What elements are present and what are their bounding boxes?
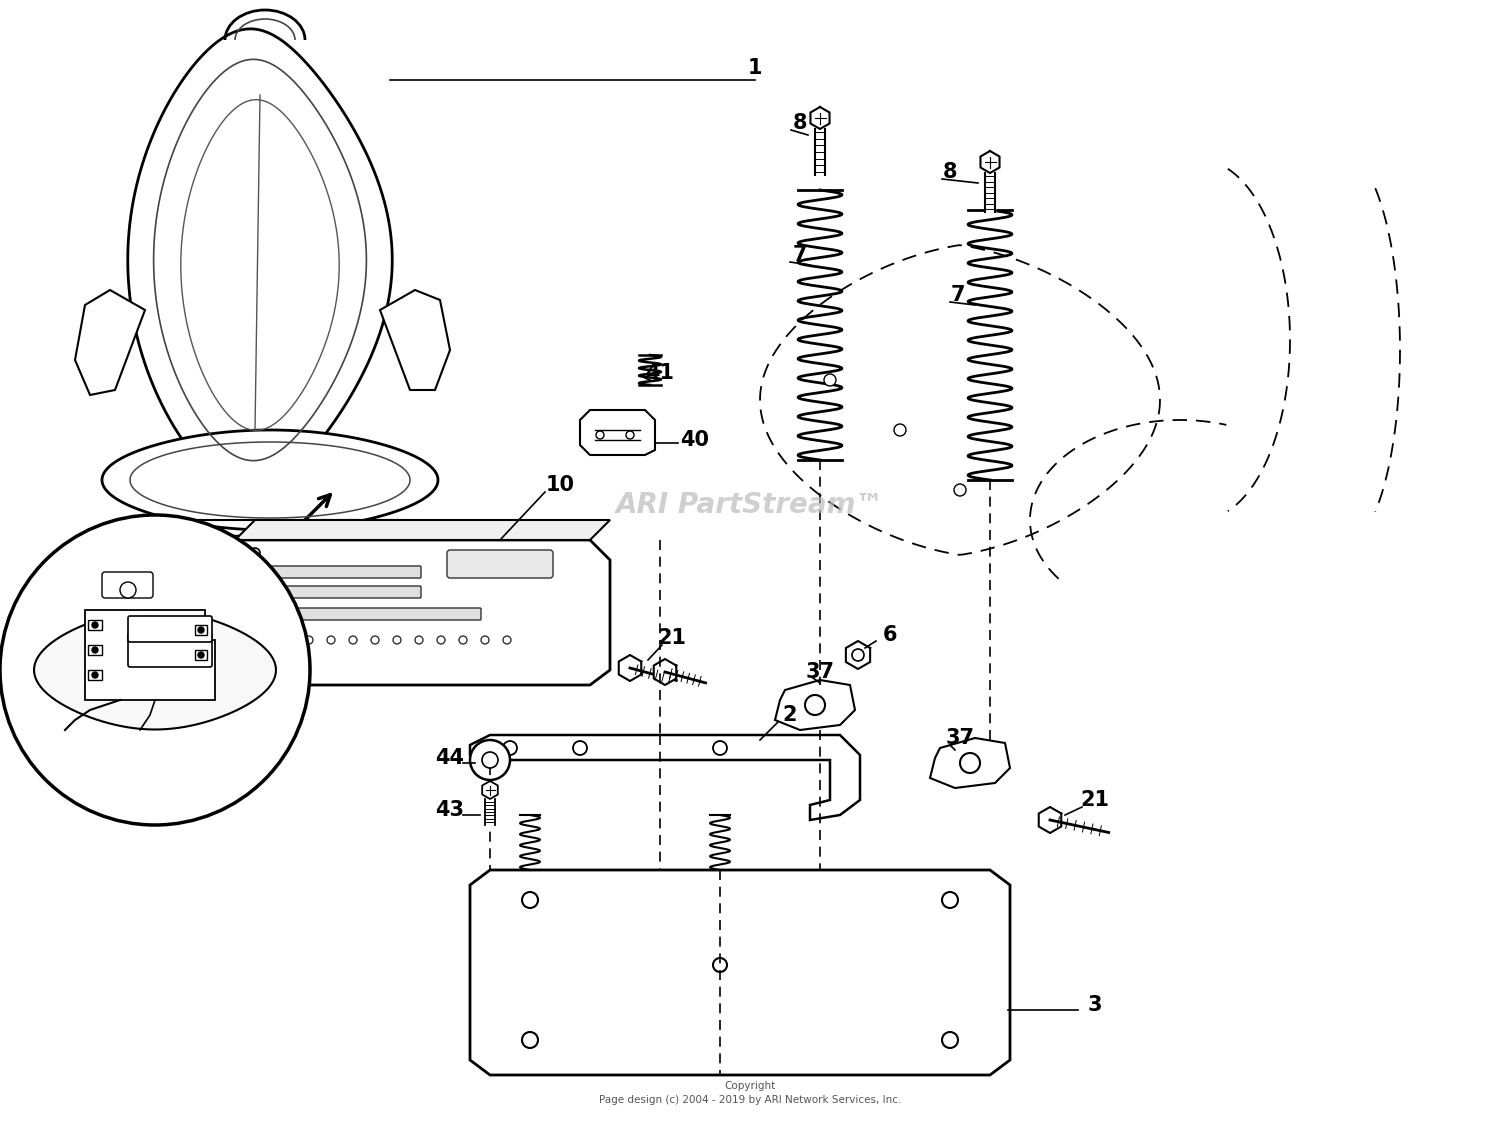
Circle shape: [470, 740, 510, 780]
Circle shape: [954, 484, 966, 496]
Text: 37: 37: [945, 728, 975, 748]
FancyBboxPatch shape: [260, 608, 482, 620]
Polygon shape: [654, 659, 676, 685]
Circle shape: [459, 636, 466, 643]
Circle shape: [522, 892, 538, 909]
Polygon shape: [1038, 807, 1062, 833]
Text: 1: 1: [747, 58, 762, 77]
Circle shape: [416, 636, 423, 643]
Bar: [195, 626, 207, 634]
Text: 2: 2: [783, 705, 798, 725]
Circle shape: [92, 622, 98, 628]
Text: ARI PartStream™: ARI PartStream™: [616, 491, 884, 519]
Circle shape: [824, 374, 836, 386]
Polygon shape: [986, 173, 994, 212]
Bar: [195, 650, 207, 660]
Text: 44: 44: [435, 748, 465, 768]
FancyBboxPatch shape: [447, 550, 554, 578]
Circle shape: [350, 636, 357, 643]
Circle shape: [482, 752, 498, 768]
Text: 3: 3: [1088, 995, 1102, 1015]
Bar: [88, 670, 102, 681]
Polygon shape: [815, 129, 825, 175]
Circle shape: [198, 627, 204, 633]
Circle shape: [304, 636, 313, 643]
Text: 6: 6: [882, 626, 897, 645]
Text: 7: 7: [792, 245, 807, 265]
Polygon shape: [810, 107, 830, 129]
Polygon shape: [34, 611, 276, 730]
Text: 40: 40: [681, 430, 710, 450]
Polygon shape: [86, 610, 214, 700]
Circle shape: [261, 636, 268, 643]
Bar: [88, 645, 102, 655]
Polygon shape: [470, 734, 860, 820]
Text: 37: 37: [806, 661, 834, 682]
Circle shape: [806, 695, 825, 715]
Circle shape: [436, 636, 445, 643]
Polygon shape: [102, 430, 438, 530]
Circle shape: [573, 741, 586, 755]
FancyBboxPatch shape: [260, 586, 422, 599]
Circle shape: [0, 515, 310, 825]
Polygon shape: [981, 150, 999, 173]
Circle shape: [92, 647, 98, 652]
Circle shape: [92, 672, 98, 678]
Text: Copyright
Page design (c) 2004 - 2019 by ARI Network Services, Inc.: Copyright Page design (c) 2004 - 2019 by…: [598, 1080, 902, 1105]
Polygon shape: [128, 29, 393, 491]
Polygon shape: [214, 540, 610, 685]
Circle shape: [712, 958, 728, 973]
Circle shape: [960, 754, 980, 773]
Polygon shape: [484, 798, 495, 825]
Circle shape: [852, 649, 864, 661]
Circle shape: [522, 1032, 538, 1048]
FancyBboxPatch shape: [260, 566, 422, 578]
FancyBboxPatch shape: [102, 572, 153, 599]
Text: 10: 10: [546, 475, 574, 495]
Circle shape: [284, 636, 291, 643]
Text: 21: 21: [1080, 789, 1110, 810]
Polygon shape: [75, 290, 146, 395]
Polygon shape: [618, 655, 642, 681]
Circle shape: [482, 636, 489, 643]
Polygon shape: [776, 681, 855, 730]
Text: 43: 43: [435, 800, 465, 820]
Circle shape: [503, 741, 518, 755]
Circle shape: [942, 892, 958, 909]
Text: 8: 8: [942, 162, 957, 182]
Polygon shape: [846, 641, 870, 669]
Circle shape: [626, 431, 634, 439]
Circle shape: [393, 636, 400, 643]
Polygon shape: [580, 410, 656, 455]
Circle shape: [503, 636, 512, 643]
Circle shape: [198, 652, 204, 658]
Circle shape: [120, 582, 136, 599]
FancyBboxPatch shape: [128, 617, 212, 642]
Polygon shape: [380, 290, 450, 390]
Circle shape: [942, 1032, 958, 1048]
Circle shape: [712, 741, 728, 755]
Circle shape: [894, 424, 906, 436]
Text: 8: 8: [792, 113, 807, 133]
Circle shape: [596, 431, 604, 439]
Polygon shape: [470, 870, 1010, 1075]
Circle shape: [327, 636, 334, 643]
Text: 41: 41: [645, 363, 675, 383]
FancyBboxPatch shape: [128, 633, 212, 667]
Bar: [88, 620, 102, 630]
Circle shape: [370, 636, 380, 643]
Text: 7: 7: [951, 285, 966, 305]
Text: 21: 21: [657, 628, 687, 648]
Polygon shape: [930, 738, 1010, 788]
Circle shape: [251, 548, 260, 558]
Polygon shape: [236, 520, 610, 540]
Polygon shape: [482, 780, 498, 798]
